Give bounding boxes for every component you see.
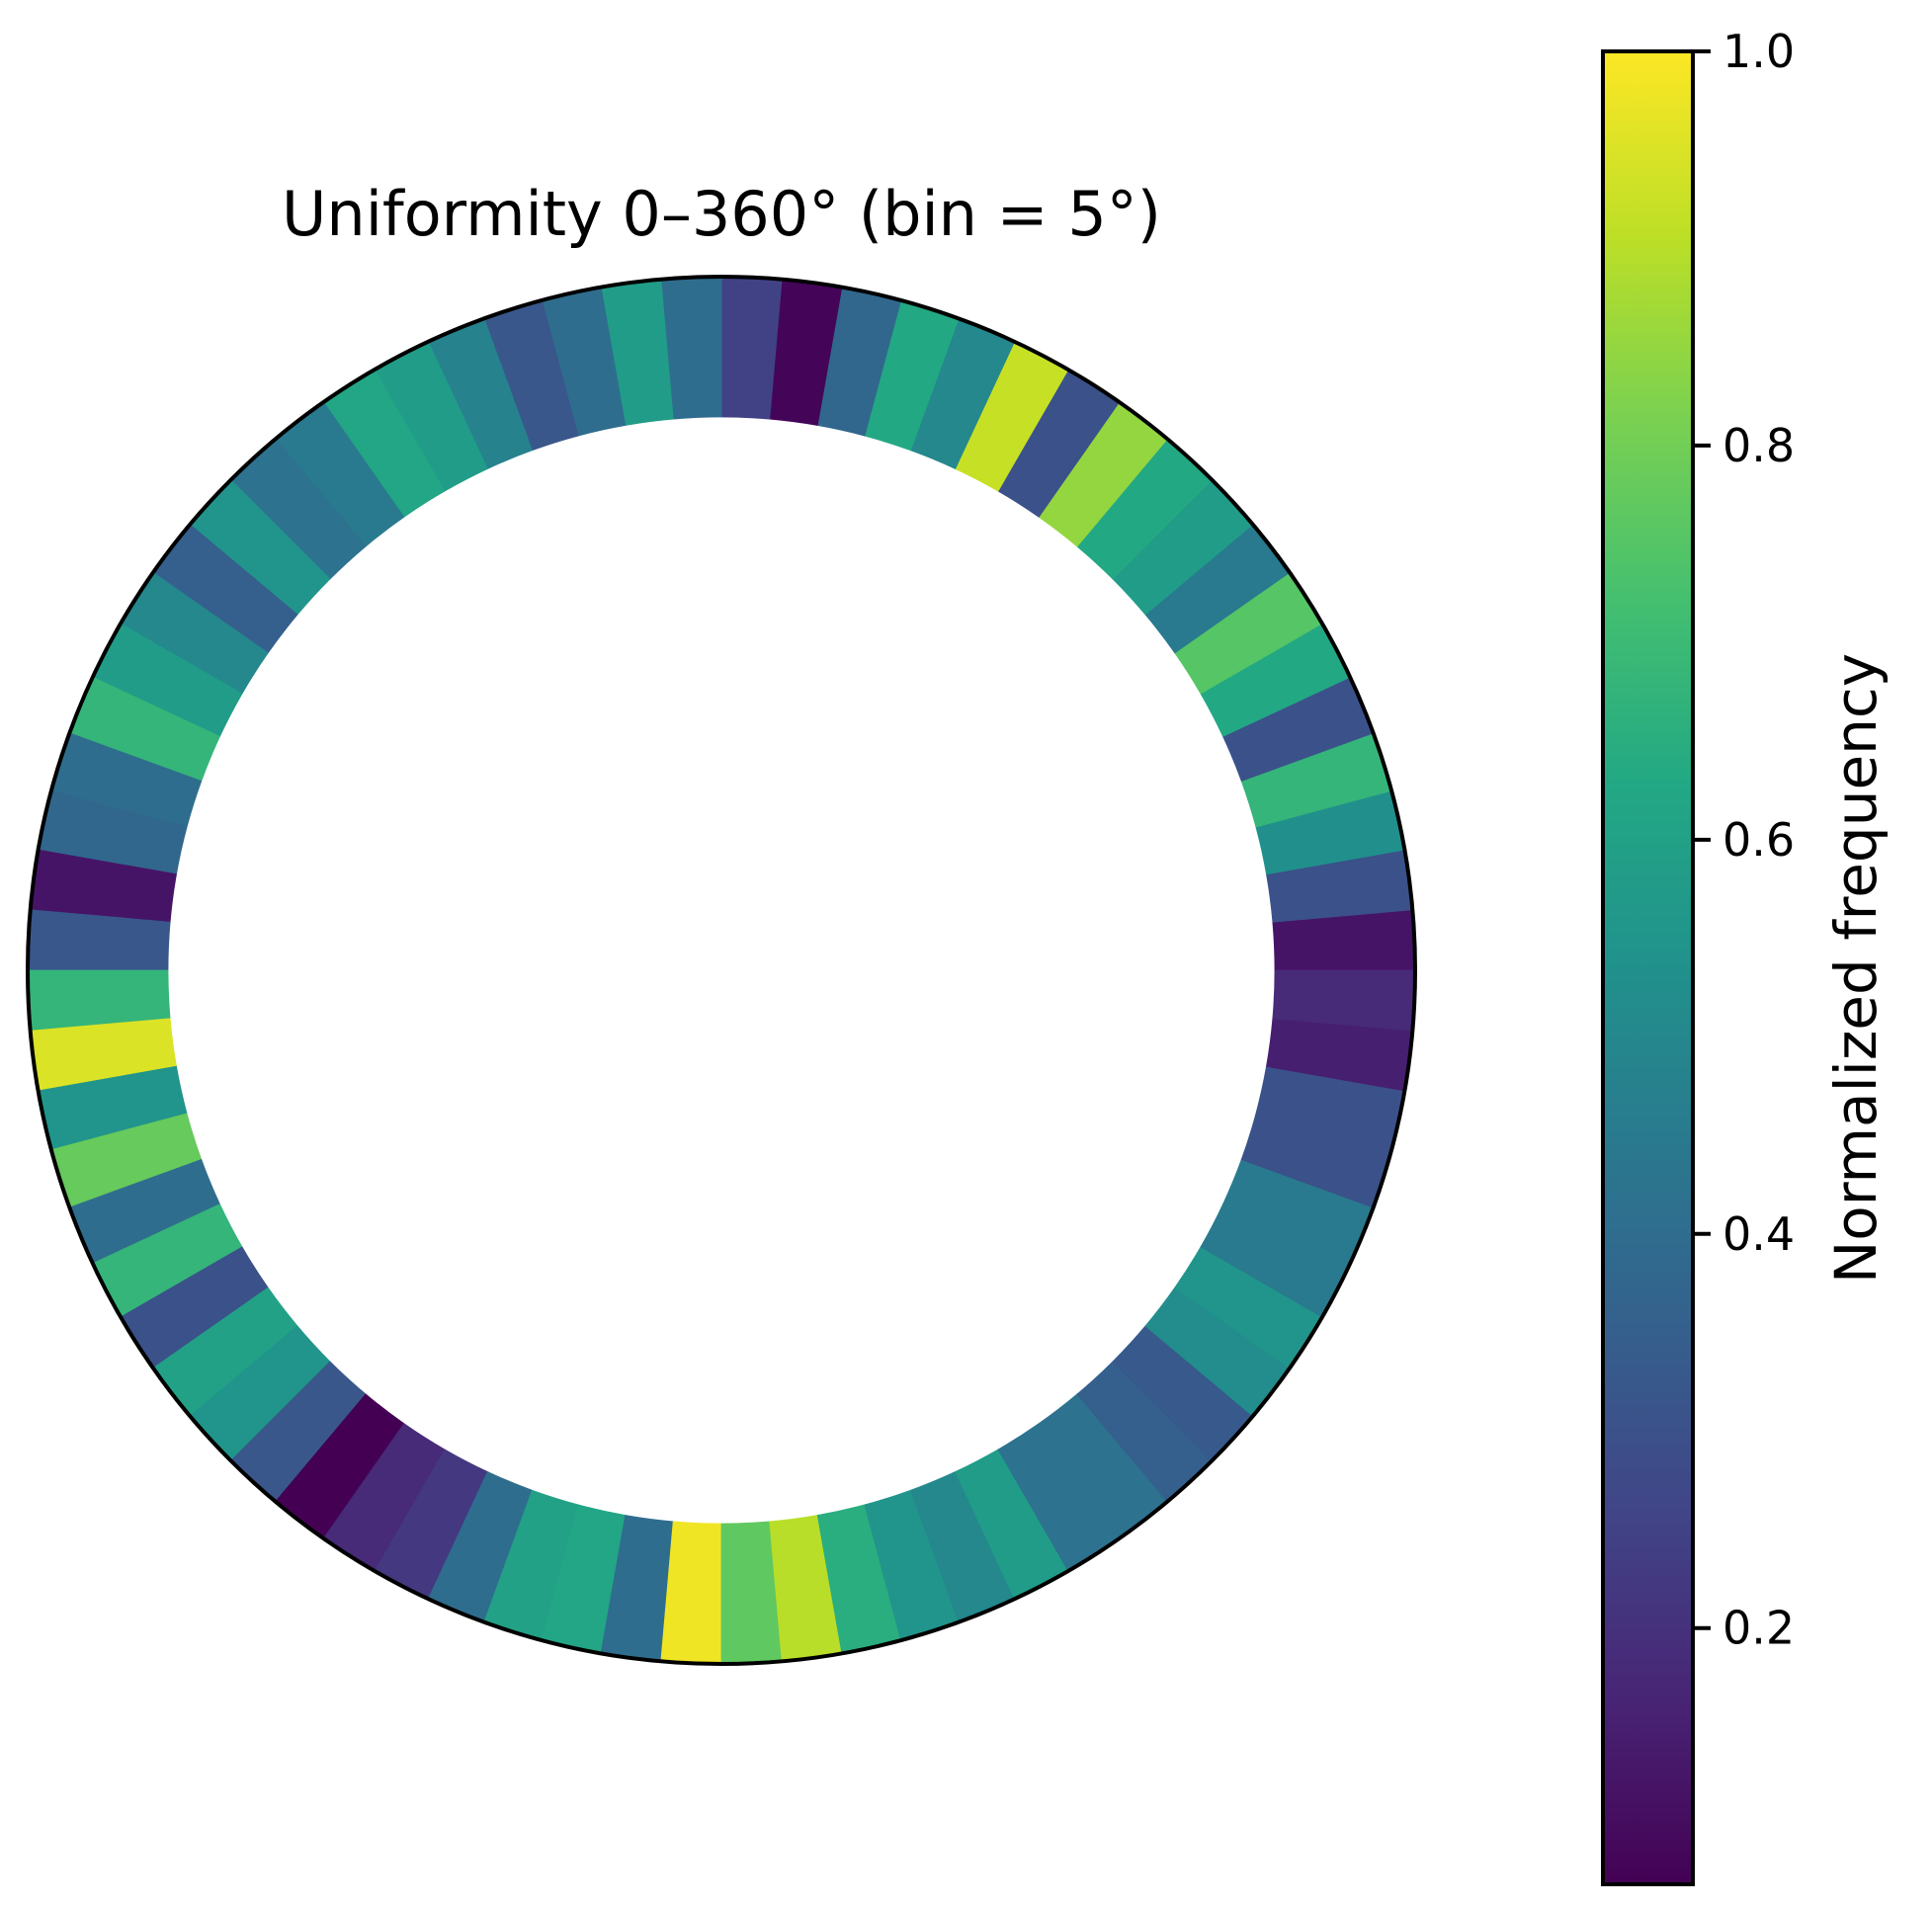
- colorbar-tick-label: 0.6: [1722, 813, 1795, 867]
- colorbar-tick-label: 0.8: [1722, 419, 1795, 472]
- polar-ring: [27, 276, 1416, 1665]
- ring-outer-border: [26, 275, 1417, 1666]
- colorbar: 0.2 0.4 0.6 0.8 1.0 Normalized frequency: [1601, 25, 1890, 1886]
- colorbar-tick-label: 0.2: [1722, 1602, 1795, 1655]
- chart-title: Uniformity 0–360° (bin = 5°): [282, 178, 1161, 250]
- colorbar-label: Normalized frequency: [1822, 653, 1890, 1284]
- colorbar-ticks: 0.2 0.4 0.6 0.8 1.0: [1693, 25, 1795, 1655]
- colorbar-tick-label: 1.0: [1722, 25, 1795, 78]
- colorbar-frame: [1601, 49, 1695, 1886]
- colorbar-tick-label: 0.4: [1722, 1207, 1795, 1261]
- colorbar-gradient: [1603, 51, 1693, 1884]
